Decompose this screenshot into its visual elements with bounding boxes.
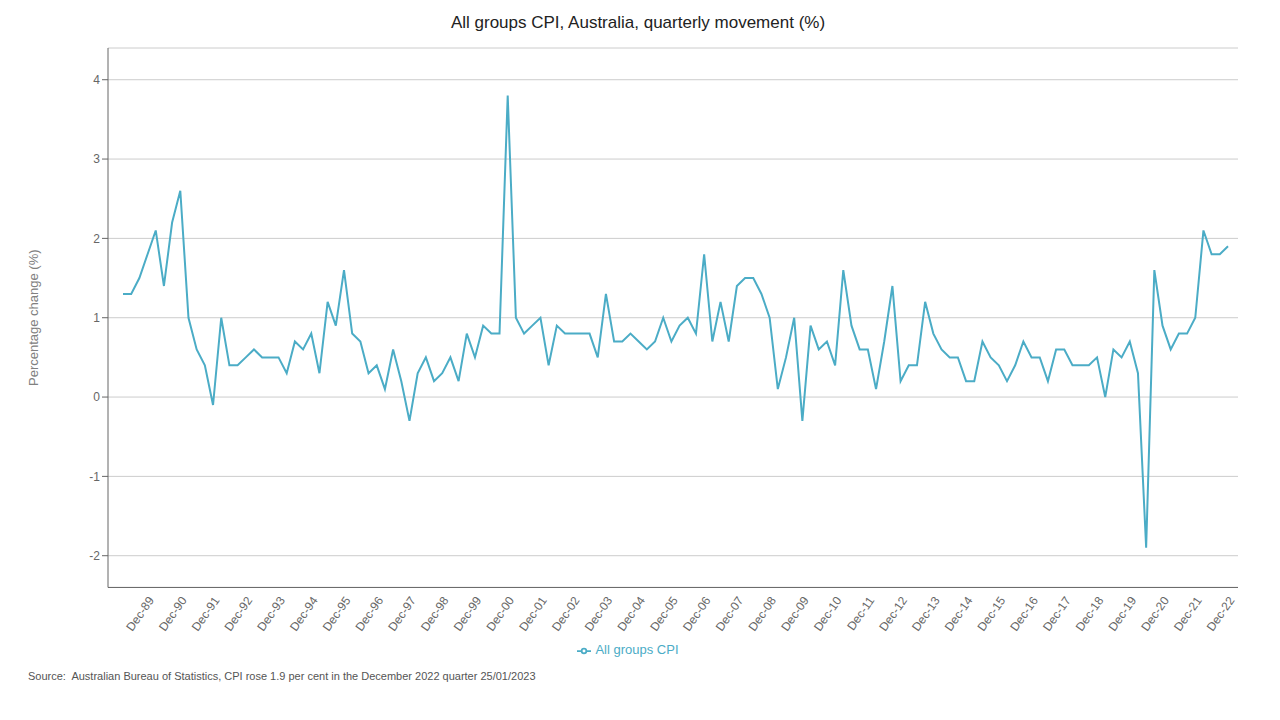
svg-text:Dec-06: Dec-06 — [680, 594, 714, 634]
svg-text:Dec-11: Dec-11 — [844, 594, 877, 633]
svg-text:Dec-95: Dec-95 — [320, 594, 354, 634]
svg-text:4: 4 — [93, 73, 100, 87]
svg-text:Dec-92: Dec-92 — [222, 594, 256, 634]
svg-text:Dec-08: Dec-08 — [745, 594, 779, 634]
svg-text:Dec-12: Dec-12 — [876, 594, 910, 634]
svg-text:Dec-01: Dec-01 — [516, 594, 550, 634]
svg-text:Dec-96: Dec-96 — [353, 594, 387, 634]
svg-text:Dec-99: Dec-99 — [451, 594, 485, 634]
svg-text:Dec-13: Dec-13 — [909, 594, 943, 634]
svg-text:Dec-21: Dec-21 — [1171, 594, 1205, 634]
svg-text:Dec-02: Dec-02 — [549, 594, 583, 634]
svg-text:3: 3 — [93, 152, 100, 166]
svg-text:Dec-16: Dec-16 — [1007, 594, 1041, 634]
svg-text:Dec-03: Dec-03 — [582, 594, 616, 634]
svg-text:Dec-00: Dec-00 — [483, 594, 517, 634]
svg-text:Dec-90: Dec-90 — [156, 594, 190, 634]
svg-text:Dec-93: Dec-93 — [254, 594, 288, 634]
svg-text:Dec-22: Dec-22 — [1204, 594, 1238, 634]
svg-text:Dec-19: Dec-19 — [1106, 594, 1140, 634]
svg-text:0: 0 — [93, 390, 100, 404]
svg-text:-2: -2 — [89, 549, 100, 563]
svg-text:Dec-05: Dec-05 — [647, 594, 681, 634]
svg-text:Dec-17: Dec-17 — [1040, 594, 1074, 634]
svg-text:Dec-04: Dec-04 — [614, 594, 648, 634]
svg-text:Dec-94: Dec-94 — [287, 594, 321, 634]
svg-text:Dec-09: Dec-09 — [778, 594, 812, 634]
svg-text:2: 2 — [93, 232, 100, 246]
svg-text:Dec-14: Dec-14 — [942, 594, 976, 634]
svg-text:Dec-15: Dec-15 — [975, 594, 1009, 634]
svg-text:Dec-98: Dec-98 — [418, 594, 452, 634]
html-text:All groups CPI: All groups CPI — [595, 642, 679, 658]
svg-text:Percentage change (%): Percentage change (%) — [26, 249, 41, 386]
svg-text:Dec-18: Dec-18 — [1073, 594, 1107, 634]
html-text:Source: Australian Bureau of S: Source: Australian Bureau of Statistics,… — [28, 670, 536, 682]
svg-text:Dec-97: Dec-97 — [385, 594, 419, 634]
svg-text:Dec-91: Dec-91 — [189, 594, 223, 634]
svg-text:Dec-10: Dec-10 — [811, 594, 845, 634]
svg-text:1: 1 — [93, 311, 100, 325]
html-text:All groups CPI, Australia, qua: All groups CPI, Australia, quarterly mov… — [450, 13, 826, 32]
svg-text:-1: -1 — [89, 470, 100, 484]
svg-text:Dec-20: Dec-20 — [1138, 594, 1172, 634]
svg-text:Dec-07: Dec-07 — [713, 594, 747, 634]
svg-text:Dec-89: Dec-89 — [123, 594, 157, 634]
